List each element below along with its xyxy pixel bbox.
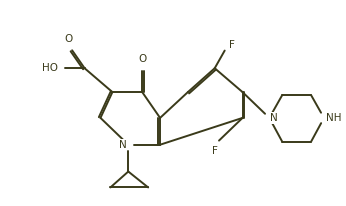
Text: F: F xyxy=(212,146,218,156)
Text: NH: NH xyxy=(326,113,342,123)
Text: HO: HO xyxy=(42,63,58,73)
Text: F: F xyxy=(229,40,235,50)
Text: N: N xyxy=(119,140,126,150)
Text: O: O xyxy=(65,34,73,44)
Text: N: N xyxy=(270,113,278,123)
Text: O: O xyxy=(138,54,146,64)
